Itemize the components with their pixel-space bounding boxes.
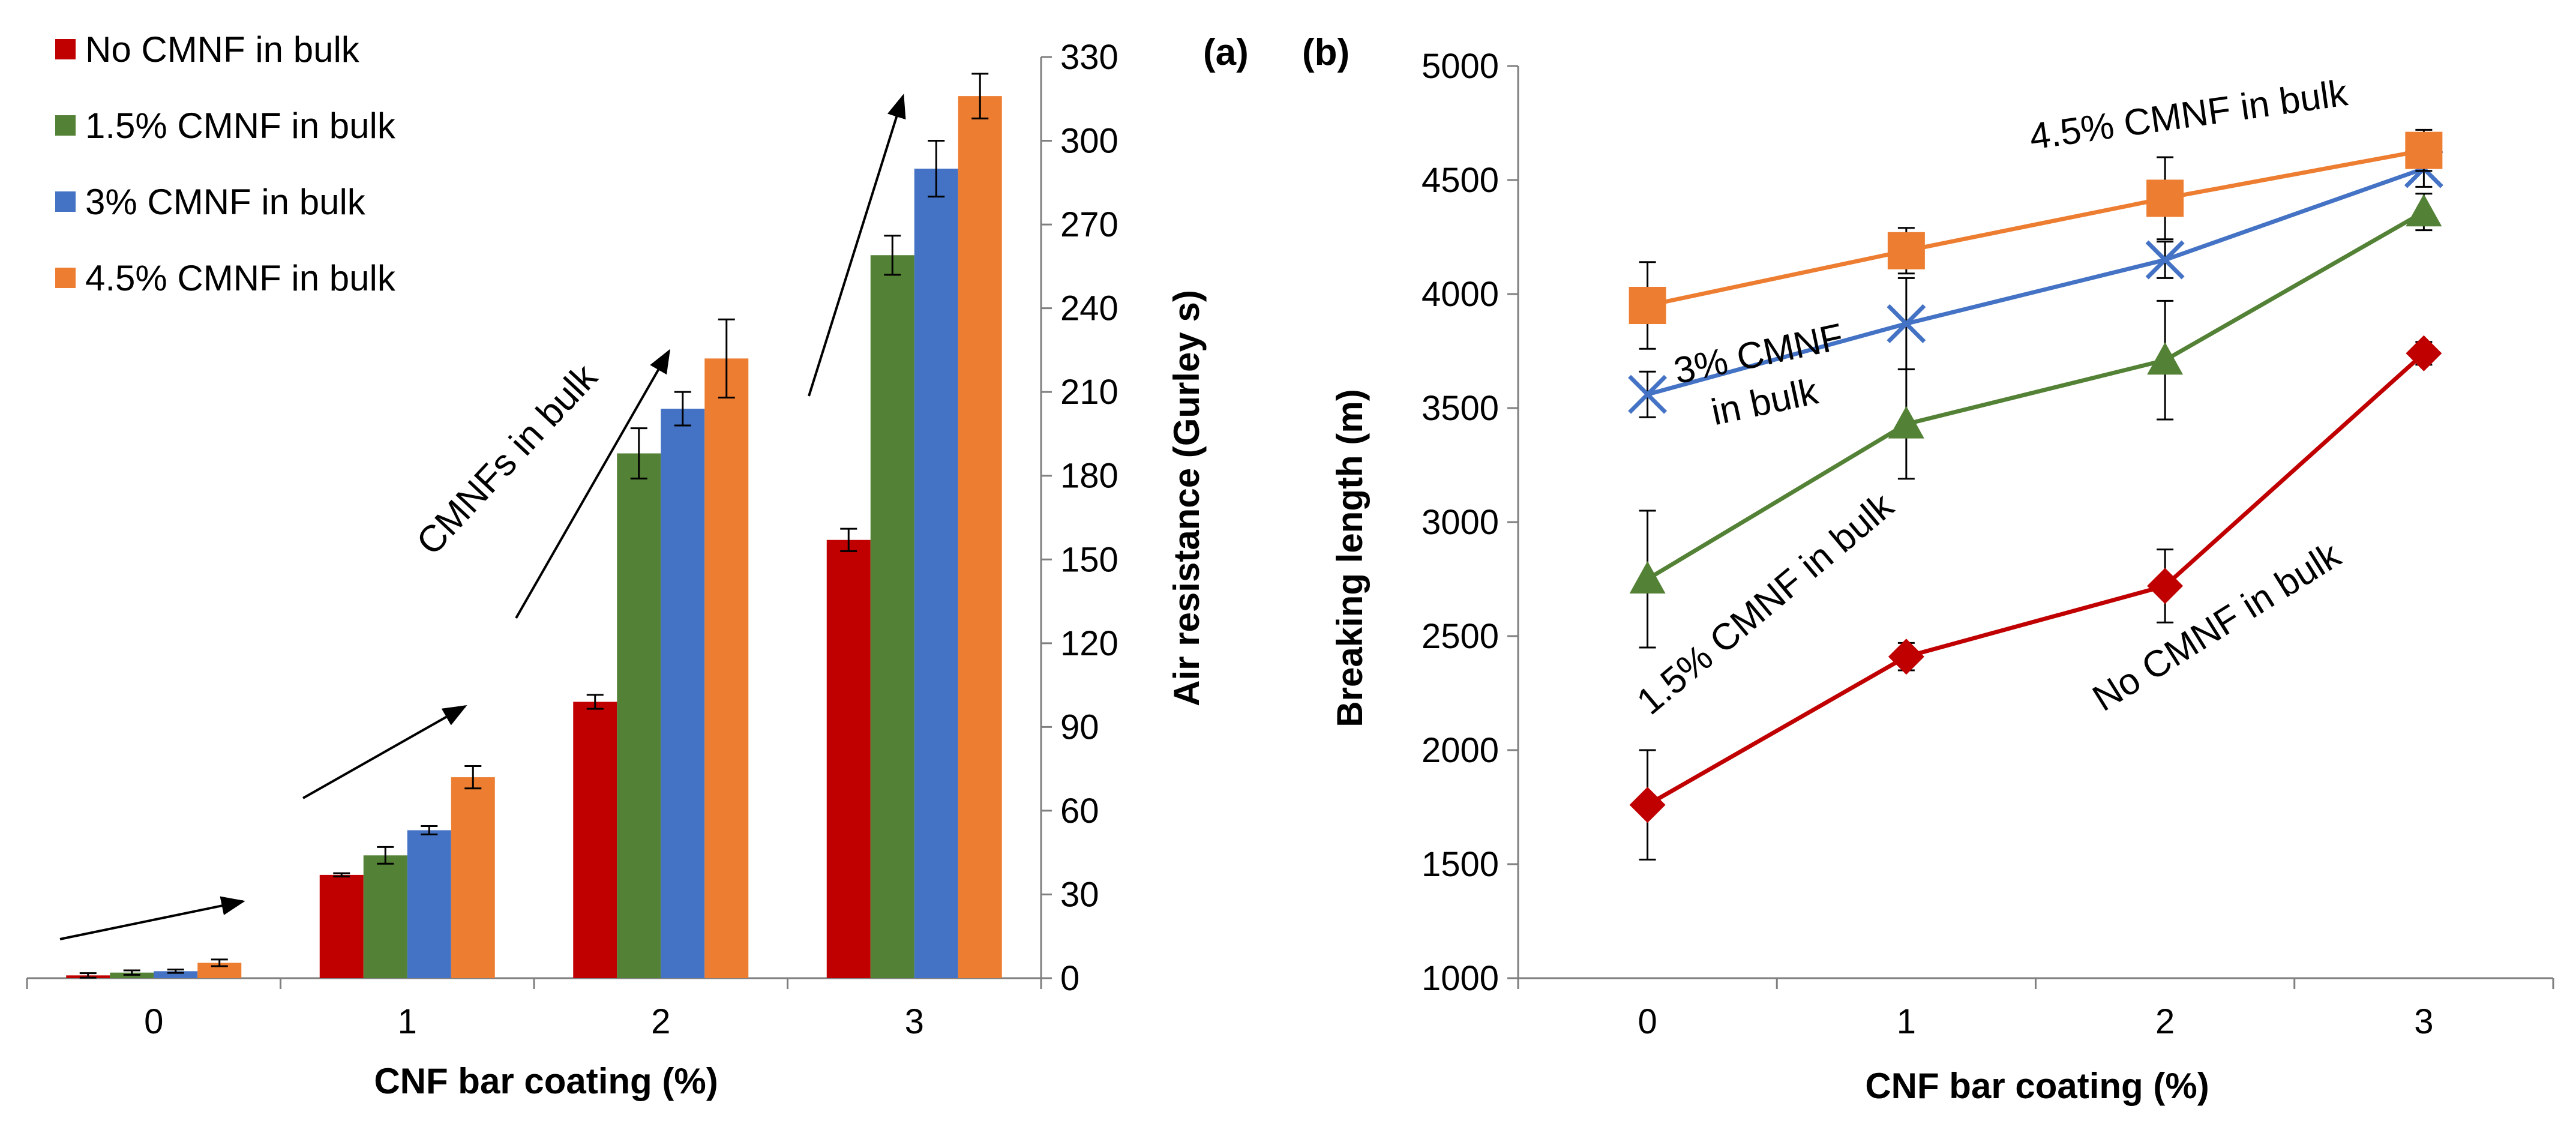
panel-b-annotation-3-cmnf-line1: 3% CMNF	[1671, 316, 1847, 392]
panel-b-point-triangle	[2147, 342, 2184, 375]
panel-a-bar	[319, 874, 364, 978]
panel-a-trend-arrow	[59, 896, 245, 940]
panel-a-bar	[661, 409, 705, 978]
panel-b-series-group	[1629, 128, 2443, 350]
panel-b-y-tick-label: 2000	[1422, 731, 1499, 770]
panel-b-annotation-4-5-cmnf: 4.5% CMNF in bulk	[2027, 72, 2350, 158]
panel-b-x-tick-label: 2	[2155, 1002, 2175, 1041]
panel-b-y-tick-label: 4500	[1422, 161, 1499, 200]
panel-a-y-tick-label: 270	[1060, 205, 1118, 244]
panel-b-point-diamond	[2406, 335, 2442, 371]
panel-b-x-tick-label: 0	[1638, 1002, 1657, 1041]
panel-b-y-tick-label: 4000	[1422, 275, 1499, 314]
panel-a-y-tick-label: 210	[1060, 373, 1118, 412]
panel-a-trend-arrow	[808, 94, 906, 397]
panel-a-label: (a)	[1203, 32, 1249, 73]
panel-a-y-tick-label: 30	[1060, 875, 1099, 914]
panel-a-x-tick-label: 0	[144, 1002, 163, 1041]
panel-a-legend-label: No CMNF in bulk	[85, 29, 360, 70]
panel-b-x-tick-label: 3	[2414, 1002, 2433, 1041]
panel-a-y-tick-label: 150	[1060, 540, 1118, 579]
panel-b-y-tick-label: 2500	[1422, 617, 1499, 656]
panel-b-x-axis-title: CNF bar coating (%)	[1865, 1066, 2209, 1106]
panel-b-series	[1628, 128, 2443, 861]
panel-b-point-triangle	[1888, 406, 1924, 439]
panel-a-y-tick-label: 90	[1060, 708, 1099, 747]
panel-a-legend-swatch	[55, 191, 76, 212]
panel-b-point-square	[2405, 131, 2443, 169]
panel-a-y-tick-label: 300	[1060, 122, 1118, 161]
panel-b-series-line	[1646, 352, 2425, 807]
panel-b-axes: 1000 1500 2000 2500 3000 3500 4000 4500 5000 0 1 2 3	[1422, 47, 2554, 1041]
panel-b-point-square	[2146, 179, 2184, 217]
panel-a-bar	[870, 255, 914, 978]
panel-b-series-line	[1647, 166, 2425, 397]
panel-b-point-triangle	[1629, 561, 1666, 594]
panel-b-point-square	[1887, 232, 1925, 269]
panel-b-point-square	[1629, 287, 1666, 324]
panel-a-bar	[826, 539, 871, 978]
panel-b-series-line	[1646, 210, 2425, 582]
panel-b-series-line	[1647, 148, 2425, 308]
panel-a-y-tick-label: 330	[1060, 38, 1118, 77]
panel-b-annotation-no-cmnf: No CMNF in bulk	[2086, 534, 2349, 720]
panel-b-point-triangle	[2406, 194, 2442, 227]
panel-b-y-tick-label: 5000	[1422, 47, 1499, 86]
panel-b-y-tick-label: 3500	[1422, 389, 1499, 428]
panel-a-y-tick-label: 0	[1060, 959, 1079, 998]
panel-a-legend-label: 4.5% CMNF in bulk	[85, 258, 396, 298]
panel-b-point-diamond	[2147, 568, 2184, 604]
panel-a-bar	[958, 96, 1002, 978]
panel-a-y-tick-label: 120	[1060, 624, 1118, 663]
panel-a-legend-swatch	[55, 268, 76, 288]
panel-a-y-axis-title: Air resistance (Gurley s)	[1166, 290, 1207, 706]
panel-b-series-group	[1629, 335, 2442, 861]
panel-a-x-tick-label: 3	[905, 1002, 924, 1041]
panel-a-trend-arrows	[59, 94, 906, 940]
panel-a-legend-swatch	[55, 39, 76, 59]
panel-a-x-tick-label: 2	[651, 1002, 670, 1041]
panel-b-point-x	[1628, 374, 1668, 414]
panel-a-bar	[617, 453, 661, 978]
panel-a-y-tick-label: 180	[1060, 457, 1118, 496]
panel-b-point-x	[1887, 304, 1926, 343]
panel-b-y-tick-label: 1500	[1422, 845, 1499, 884]
panel-b-x-tick-label: 1	[1897, 1002, 1916, 1041]
panel-a-bar	[704, 358, 749, 978]
panel-a-x-axis-title: CNF bar coating (%)	[374, 1061, 718, 1101]
panel-a-bar	[363, 855, 407, 978]
panel-b-series-group	[1629, 193, 2442, 649]
panel-b-point-x	[2145, 240, 2185, 280]
panel-b-y-tick-label: 3000	[1422, 503, 1499, 542]
panel-b-label: (b)	[1302, 32, 1350, 73]
panel-a-legend: No CMNF in bulk 1.5% CMNF in bulk 3% CMNF …	[55, 29, 396, 298]
panel-b-annotation-1-5-cmnf: 1.5% CMNF in bulk	[1629, 485, 1902, 723]
panel-b-line-chart: 1000 1500 2000 2500 3000 3500 4000 4500 5000 0 1 2 3…	[1302, 32, 2554, 1106]
panel-a-bars	[66, 73, 1002, 979]
panel-a-y-tick-label: 240	[1060, 289, 1118, 328]
panel-a-x-tick-label: 1	[398, 1002, 417, 1041]
panel-b-y-tick-label: 1000	[1422, 959, 1499, 998]
panel-a-legend-label: 3% CMNF in bulk	[85, 182, 366, 222]
panel-a-bar	[451, 777, 495, 978]
panel-a-annotation-cmnfs-in-bulk: CMNFs in bulk	[409, 356, 605, 563]
panel-a-trend-arrow	[515, 349, 670, 619]
panel-b-y-axis-title: Breaking length (m)	[1330, 389, 1370, 727]
panel-a-legend-label: 1.5% CMNF in bulk	[85, 106, 396, 146]
panel-a-legend-swatch	[55, 115, 76, 136]
panel-a-y-tick-label: 60	[1060, 792, 1099, 831]
panel-a-bar	[573, 702, 617, 978]
panel-a-bar	[914, 169, 958, 979]
panel-a-bar	[407, 830, 451, 978]
panel-b-point-diamond	[1629, 787, 1666, 823]
panel-a-bar	[154, 971, 198, 978]
panel-a-trend-arrow	[302, 705, 467, 799]
panel-b-point-diamond	[1888, 639, 1924, 675]
panel-a-bar-chart: No CMNF in bulk 1.5% CMNF in bulk 3% CMNF …	[26, 29, 1249, 1101]
